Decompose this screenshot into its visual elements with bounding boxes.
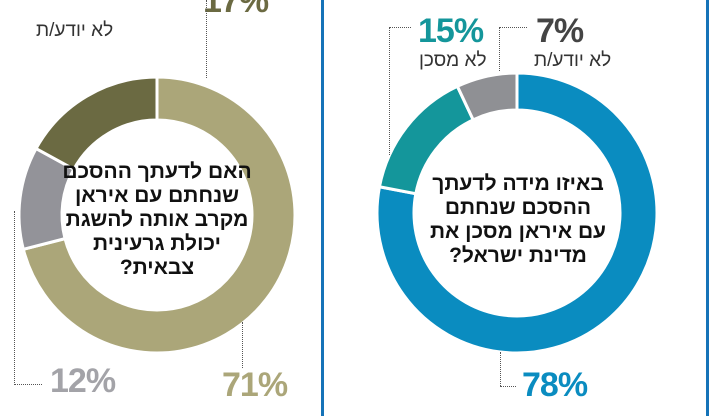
leader-line: [500, 352, 501, 386]
label-left-dontknow: לא יודע/ת: [36, 20, 114, 41]
label-left-dontknow-pct: 17%: [203, 0, 269, 20]
leader-line: [499, 27, 527, 28]
label-right-notdanger: לא מסכן: [419, 50, 487, 71]
leader-line: [389, 27, 411, 28]
leader-line: [242, 322, 243, 368]
donut-0-slice-0: [21, 75, 297, 355]
leader-line: [500, 386, 516, 387]
donut-1-slice-2: [455, 71, 519, 122]
donut-0-slice-2: [34, 75, 159, 172]
donut-1-slice-0: [375, 71, 659, 355]
label-left-71-pct: 71%: [222, 366, 288, 404]
leader-line: [389, 27, 390, 155]
leader-line: [14, 384, 42, 385]
donut-charts: [17, 71, 659, 355]
right-question: באיזו מידה לדעתך ההסכם שנחתם עם איראן מס…: [429, 172, 607, 267]
panel-frame: [321, 0, 709, 416]
label-right-dontknow-pct: 7%: [536, 12, 584, 50]
label-right-78-pct: 78%: [522, 366, 588, 404]
leader-line: [206, 0, 207, 78]
left-question: האם לדעתך ההסכם שנחתם עם איראן מקרב אותה…: [62, 160, 252, 279]
leader-line: [14, 211, 15, 385]
label-right-notdanger-pct: 15%: [418, 12, 484, 50]
label-right-dontknow: לא יודע/ת: [534, 50, 612, 71]
leader-line: [499, 27, 500, 71]
label-left-12-pct: 12%: [50, 362, 116, 400]
